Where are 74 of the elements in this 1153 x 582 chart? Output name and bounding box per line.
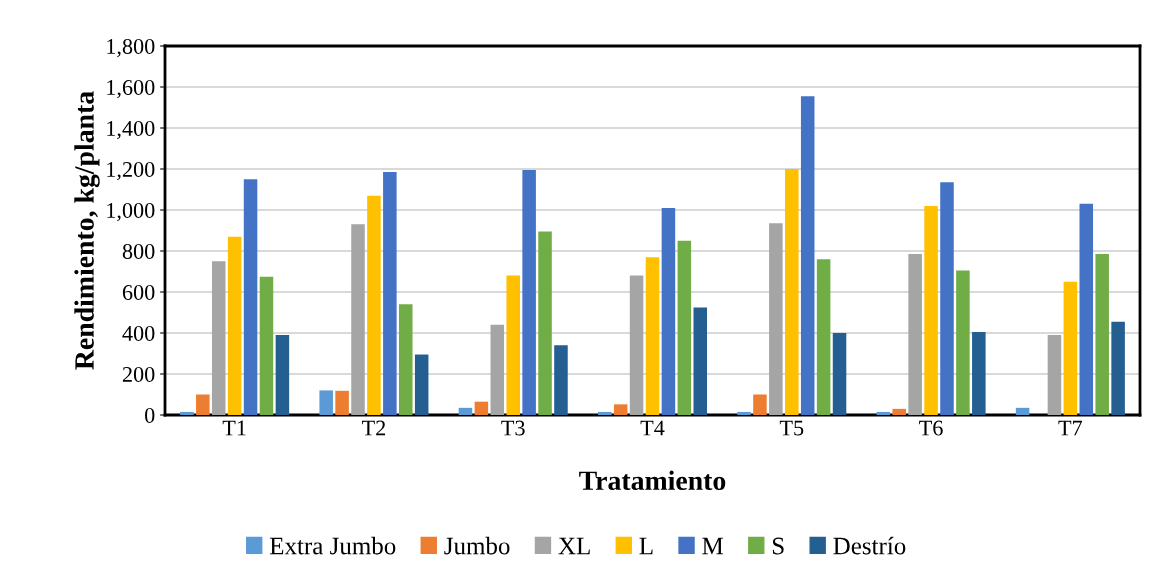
- bar: [924, 205, 938, 415]
- bar: [1063, 281, 1078, 415]
- y-tick-label: 400: [122, 325, 155, 341]
- x-tick-label: T1: [222, 420, 246, 436]
- bar: [693, 307, 708, 415]
- bar: [972, 331, 986, 415]
- bar: [597, 411, 612, 415]
- legend-label: Jumbo: [444, 536, 510, 555]
- y-tick-label: 1,800: [107, 38, 155, 58]
- bar: [876, 411, 891, 415]
- bar: [816, 259, 831, 415]
- y-tick-label: 200: [122, 366, 155, 382]
- bar: [196, 394, 210, 415]
- bar: [367, 195, 381, 415]
- bar: [892, 408, 906, 415]
- legend-label: L: [639, 537, 653, 555]
- x-tick-label: T4: [640, 420, 665, 436]
- y-axis-title: Rendimiento, kg/planta: [74, 91, 100, 370]
- bar: [522, 170, 536, 415]
- bar: [832, 333, 847, 415]
- bar: [785, 169, 799, 415]
- bar: [227, 236, 242, 415]
- bar: [458, 407, 473, 415]
- bar: [554, 345, 568, 415]
- x-tick-label: T3: [501, 420, 525, 436]
- bar: [645, 257, 660, 415]
- bar: [259, 276, 274, 415]
- bar: [677, 240, 692, 415]
- x-tick-label: T6: [919, 420, 943, 436]
- bar: [399, 304, 413, 415]
- bar: [335, 390, 349, 415]
- bar: [1095, 254, 1109, 415]
- y-tick-label: 1,000: [107, 202, 155, 222]
- bar: [383, 172, 397, 415]
- y-tick-label: 1,600: [107, 79, 155, 99]
- x-axis-title: Tratamiento: [579, 470, 726, 491]
- bar: [613, 404, 628, 415]
- bar: [490, 324, 505, 415]
- x-tick-label: T5: [779, 420, 804, 436]
- bar: [1015, 407, 1030, 415]
- y-tick-label: 600: [122, 284, 155, 300]
- bar: [275, 335, 290, 415]
- bar: [243, 179, 258, 415]
- bar: [1047, 335, 1062, 415]
- legend-label: XL: [558, 537, 590, 555]
- bar: [351, 224, 365, 415]
- bar: [1079, 203, 1094, 415]
- y-tick-label: 0: [145, 407, 155, 423]
- bar: [414, 354, 429, 415]
- legend-label: M: [702, 537, 724, 555]
- y-tick-label: 1,200: [107, 161, 155, 181]
- bar: [538, 231, 552, 415]
- bar: [940, 182, 954, 415]
- bar: [506, 275, 520, 415]
- y-tick-label: 800: [122, 243, 155, 259]
- bar: [474, 401, 489, 415]
- bar: [629, 275, 644, 415]
- bar: [1111, 321, 1125, 415]
- bar: [737, 411, 751, 415]
- y-tick-label: 1,400: [107, 120, 155, 140]
- bar: [319, 390, 333, 415]
- legend-label: Destrío: [833, 536, 906, 555]
- bar: [800, 96, 815, 415]
- legend-label: Extra Jumbo: [269, 536, 396, 555]
- x-tick-label: T2: [361, 420, 386, 436]
- x-tick-label: T7: [1058, 420, 1083, 436]
- bar: [956, 270, 970, 415]
- bar: [661, 207, 676, 415]
- bar: [211, 261, 226, 415]
- bar: [753, 394, 767, 415]
- bar: [180, 411, 194, 415]
- bar: [769, 223, 783, 415]
- bar: [908, 254, 922, 415]
- legend-label: S: [772, 537, 784, 555]
